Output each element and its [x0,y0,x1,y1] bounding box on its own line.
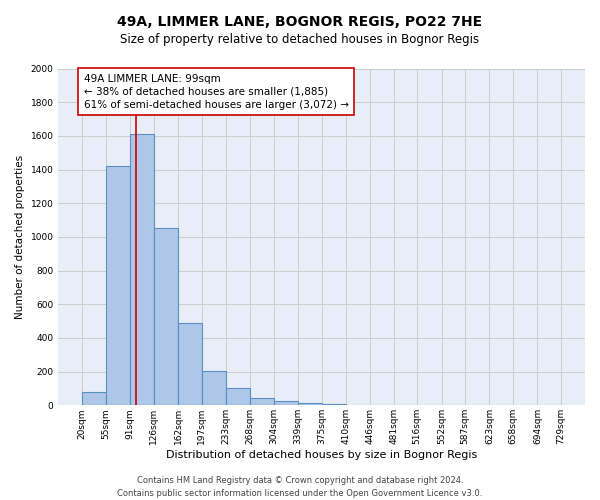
Text: Size of property relative to detached houses in Bognor Regis: Size of property relative to detached ho… [121,32,479,46]
Bar [154,228,178,406]
Text: Contains HM Land Registry data © Crown copyright and database right 2024.
Contai: Contains HM Land Registry data © Crown c… [118,476,482,498]
Bar [298,403,322,406]
Text: 49A, LIMMER LANE, BOGNOR REGIS, PO22 7HE: 49A, LIMMER LANE, BOGNOR REGIS, PO22 7HE [118,15,482,29]
Bar [106,166,130,406]
Bar [130,134,154,406]
Bar [274,401,298,406]
Y-axis label: Number of detached properties: Number of detached properties [15,155,25,319]
Bar [250,398,274,406]
Bar [82,392,106,406]
Bar [178,323,202,406]
Text: 49A LIMMER LANE: 99sqm
← 38% of detached houses are smaller (1,885)
61% of semi-: 49A LIMMER LANE: 99sqm ← 38% of detached… [84,74,349,110]
Bar [226,388,250,406]
X-axis label: Distribution of detached houses by size in Bognor Regis: Distribution of detached houses by size … [166,450,478,460]
Bar [322,404,346,406]
Bar [202,371,226,406]
